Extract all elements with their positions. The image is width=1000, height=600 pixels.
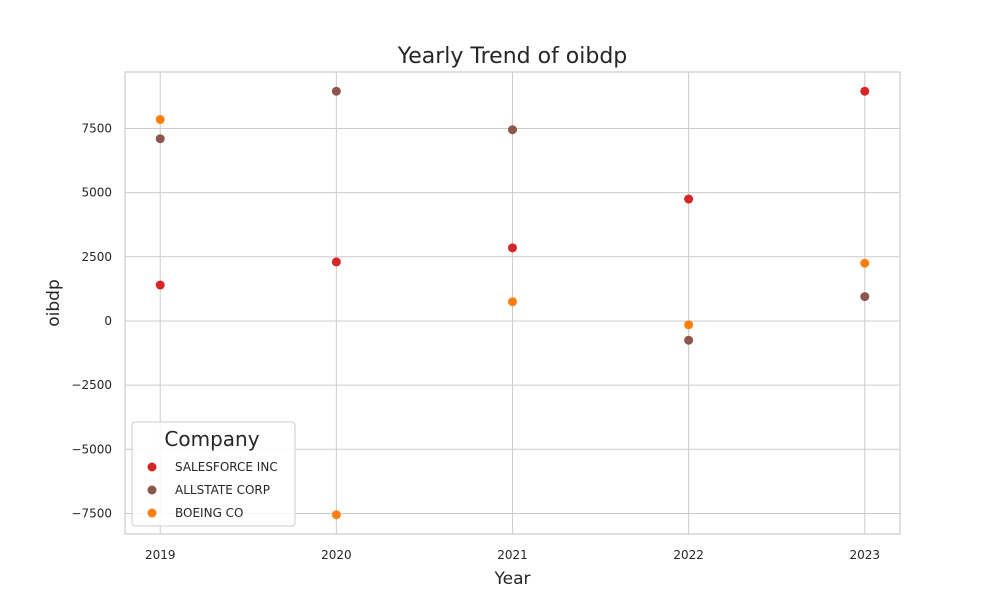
legend-marker (147, 485, 157, 495)
data-point (331, 257, 341, 267)
plot-frame (124, 71, 901, 535)
data-point (155, 114, 165, 124)
legend-label: BOEING CO (175, 506, 244, 520)
x-tick-label: 2022 (673, 548, 704, 562)
legend-label: ALLSTATE CORP (175, 483, 270, 497)
data-point (155, 280, 165, 290)
data-point (155, 134, 165, 144)
legend-items: SALESFORCE INC ALLSTATE CORP BOEING CO (147, 460, 278, 520)
y-tick-label: −2500 (71, 378, 112, 392)
data-point (508, 297, 517, 307)
data-point (331, 86, 341, 96)
data-point (508, 125, 517, 135)
data-point (684, 320, 694, 330)
x-tick-label: 2020 (321, 548, 352, 562)
x-axis-title: Year (494, 569, 531, 589)
y-tick-label: 2500 (81, 250, 112, 264)
y-axis-title: oibdp (44, 279, 64, 327)
x-tick-labels: 2019 2020 2021 2022 2023 (145, 548, 880, 562)
y-tick-label: 7500 (81, 121, 112, 135)
legend-label: SALESFORCE INC (175, 460, 278, 474)
x-tick-label: 2023 (849, 548, 880, 562)
legend: Company SALESFORCE INC ALLSTATE CORP BOEIN… (131, 421, 296, 527)
y-tick-label: −7500 (71, 506, 112, 520)
data-point (684, 194, 694, 204)
data-point (331, 510, 341, 520)
y-tick-label: 5000 (81, 186, 112, 200)
y-tick-labels: −7500 −5000 −2500 0 2500 5000 7500 (71, 121, 112, 520)
legend-marker (147, 508, 157, 518)
data-points (155, 86, 870, 520)
y-tick-label: 0 (104, 314, 112, 328)
legend-box (131, 421, 296, 527)
data-point (860, 86, 870, 96)
legend-title: Company (164, 427, 259, 451)
x-tick-label: 2019 (145, 548, 176, 562)
y-tick-label: −5000 (71, 442, 112, 456)
chart-title: Yearly Trend of oibdp (397, 44, 628, 69)
legend-marker (147, 462, 157, 472)
data-point (860, 292, 870, 302)
data-point (860, 258, 870, 268)
data-point (508, 243, 517, 253)
data-point (684, 335, 694, 345)
x-tick-label: 2021 (497, 548, 528, 562)
